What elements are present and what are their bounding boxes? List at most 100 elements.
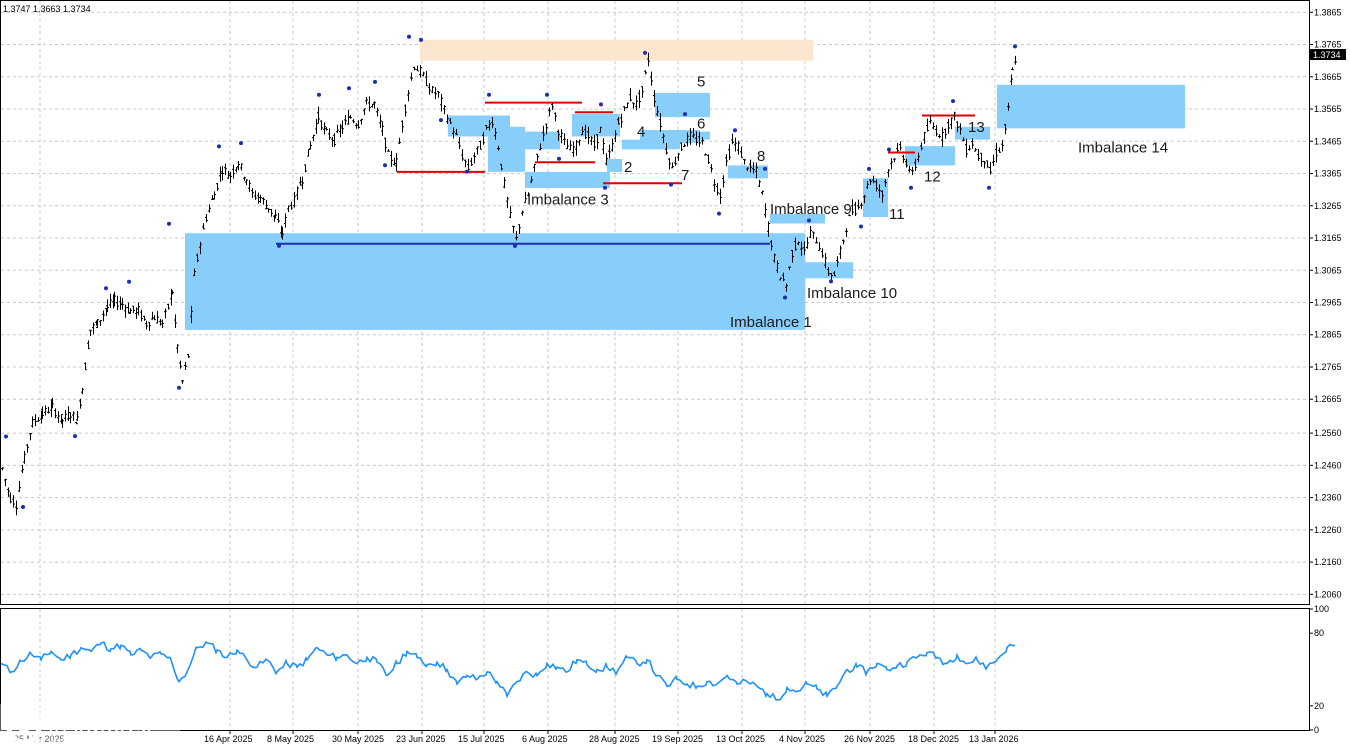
zone-label: 13 bbox=[968, 119, 985, 136]
x-tick-label: 23 Jun 2025 bbox=[396, 734, 446, 744]
swing-high-marker bbox=[407, 34, 411, 39]
zone-label: 12 bbox=[924, 169, 941, 186]
y-tick-label: 1.2060 bbox=[1314, 589, 1342, 599]
imbalance-zone bbox=[607, 159, 622, 172]
y-tick-label: 1.2360 bbox=[1314, 493, 1342, 503]
imbalance-zone bbox=[728, 165, 768, 179]
imbalance-zone bbox=[525, 171, 610, 189]
imbalance-zone bbox=[622, 139, 680, 150]
y-tick-label: 1.2260 bbox=[1314, 525, 1342, 535]
main-y-axis-ticks: 1.3865 1.3765 1.3665 1.3565 1.3465 1.3365 1.32… bbox=[1309, 7, 1342, 599]
y-tick-label: 1.2665 bbox=[1314, 394, 1342, 404]
swing-high-marker bbox=[733, 128, 737, 133]
imbalance-zone bbox=[655, 92, 710, 118]
y-tick-label: 1.3565 bbox=[1314, 104, 1342, 114]
oscillator-y-axis-ticks: 100 80 20 0 bbox=[1309, 604, 1329, 735]
swing-low-marker bbox=[277, 243, 281, 248]
zone-label: Imbalance 10 bbox=[807, 285, 897, 302]
price-bars-layer bbox=[1, 52, 1017, 516]
swing-high-marker bbox=[104, 286, 108, 291]
imbalance-zone bbox=[770, 213, 825, 224]
x-tick-label: 19 Sep 2025 bbox=[652, 734, 703, 744]
swing-low-marker bbox=[465, 169, 469, 174]
x-tick-label: 26 Nov 2025 bbox=[844, 734, 895, 744]
x-tick-label: 4 Nov 2025 bbox=[779, 734, 825, 744]
oscillator-grid bbox=[39, 609, 996, 730]
supply-zone bbox=[420, 39, 813, 61]
swing-low-marker bbox=[829, 279, 833, 284]
osc-y-tick-label: 20 bbox=[1314, 701, 1324, 711]
swing-low-marker bbox=[669, 182, 673, 187]
y-tick-label: 1.3865 bbox=[1314, 7, 1342, 17]
zone-label: 4 bbox=[637, 124, 645, 141]
y-tick-label: 1.3765 bbox=[1314, 40, 1342, 50]
swing-high-marker bbox=[4, 434, 8, 439]
x-tick-label: 6 Aug 2025 bbox=[522, 734, 568, 744]
y-tick-label: 1.3465 bbox=[1314, 136, 1342, 146]
swing-low-marker bbox=[177, 385, 181, 390]
zones-layer bbox=[185, 39, 1185, 330]
y-tick-label: 1.2460 bbox=[1314, 460, 1342, 470]
zone-label: 5 bbox=[697, 74, 705, 91]
swing-low-marker bbox=[909, 185, 913, 190]
watermark-tagline: Instant Forex Trading bbox=[48, 737, 148, 748]
swing-low-marker bbox=[439, 118, 443, 123]
x-tick-label: 30 May 2025 bbox=[332, 734, 384, 744]
swing-low-marker bbox=[859, 224, 863, 229]
x-tick-label: 16 Apr 2025 bbox=[204, 734, 253, 744]
gear-icon bbox=[3, 706, 45, 748]
imbalance-zone bbox=[955, 126, 990, 140]
swing-low-marker bbox=[603, 185, 607, 190]
zone-label: Imbalance 14 bbox=[1078, 140, 1168, 157]
main-pane-frame bbox=[0, 0, 1310, 605]
swing-high-marker bbox=[867, 166, 871, 171]
osc-y-tick-label: 80 bbox=[1314, 628, 1324, 638]
swing-high-marker bbox=[545, 92, 549, 97]
swing-high-marker bbox=[807, 218, 811, 223]
imbalance-zone bbox=[572, 113, 620, 137]
levels-layer bbox=[276, 101, 975, 245]
swing-low-marker bbox=[383, 163, 387, 168]
swing-high-marker bbox=[347, 86, 351, 91]
swing-low-marker bbox=[987, 185, 991, 190]
x-tick-label: 13 Jan 2026 bbox=[969, 734, 1019, 744]
imbalance-zone bbox=[905, 146, 955, 166]
imbalance-zone bbox=[505, 131, 560, 150]
swing-high-marker bbox=[683, 112, 687, 117]
zone-label: 6 bbox=[697, 116, 705, 133]
imbalance-zone bbox=[185, 233, 805, 330]
y-tick-label: 1.2560 bbox=[1314, 428, 1342, 438]
swing-low-marker bbox=[783, 295, 787, 300]
current-price-label: 1.3734 bbox=[1313, 50, 1341, 60]
indicator-pane-frame bbox=[0, 608, 1310, 731]
y-tick-label: 1.3265 bbox=[1314, 201, 1342, 211]
y-tick-label: 1.3065 bbox=[1314, 265, 1342, 275]
osc-y-tick-label: 100 bbox=[1314, 604, 1329, 614]
x-tick-label: 18 Dec 2025 bbox=[908, 734, 959, 744]
swing-high-marker bbox=[217, 144, 221, 149]
y-tick-label: 1.3665 bbox=[1314, 72, 1342, 82]
y-tick-label: 1.2965 bbox=[1314, 298, 1342, 308]
oscillator-line bbox=[0, 640, 1016, 701]
ohlc-readout: 1.3747 1.3663 1.3734 bbox=[3, 4, 91, 14]
swing-high-marker bbox=[887, 147, 891, 152]
swing-low-marker bbox=[513, 243, 517, 248]
imbalance-zone bbox=[997, 84, 1185, 129]
swing-high-marker bbox=[317, 92, 321, 97]
swing-high-marker bbox=[1013, 44, 1017, 49]
swing-high-marker bbox=[599, 102, 603, 107]
swing-high-marker bbox=[951, 99, 955, 104]
instaforex-logo: instaforex Instant Forex Trading bbox=[0, 704, 180, 750]
swing-high-marker bbox=[127, 279, 131, 284]
osc-y-tick-label: 0 bbox=[1314, 725, 1319, 735]
y-tick-label: 1.2865 bbox=[1314, 330, 1342, 340]
watermark-brand: instaforex bbox=[48, 714, 153, 738]
y-tick-label: 1.3365 bbox=[1314, 169, 1342, 179]
zone-label: 11 bbox=[889, 206, 905, 223]
x-tick-label: 13 Oct 2025 bbox=[716, 734, 765, 744]
y-tick-label: 1.2765 bbox=[1314, 362, 1342, 372]
swing-high-marker bbox=[487, 92, 491, 97]
swing-low-marker bbox=[717, 211, 721, 216]
zone-label: 8 bbox=[757, 148, 765, 165]
